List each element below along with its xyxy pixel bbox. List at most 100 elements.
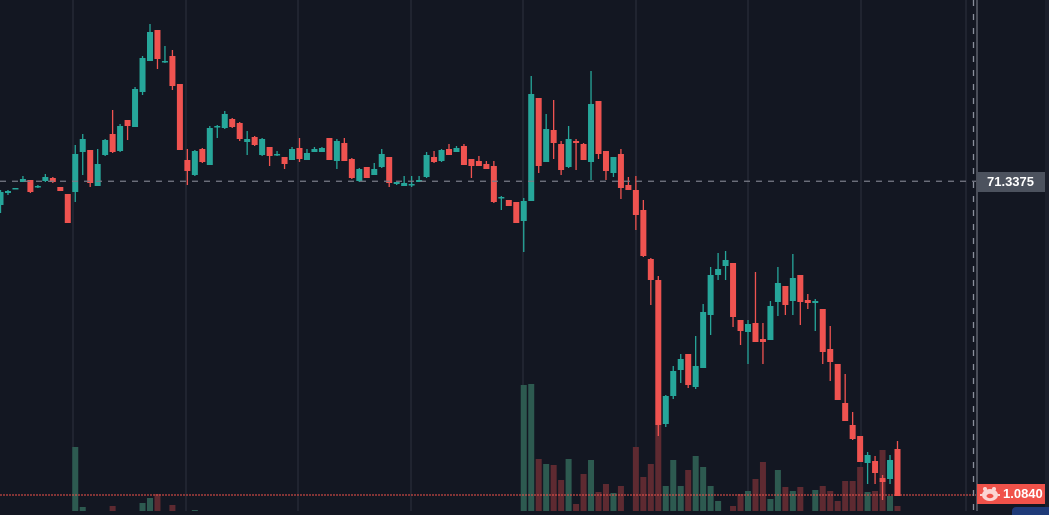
candle[interactable] bbox=[154, 30, 161, 69]
candle[interactable] bbox=[236, 122, 243, 141]
candle[interactable] bbox=[602, 151, 609, 180]
candle[interactable] bbox=[864, 452, 871, 484]
candle[interactable] bbox=[57, 187, 64, 191]
candle[interactable] bbox=[730, 263, 737, 327]
candle[interactable] bbox=[206, 126, 213, 165]
candle[interactable] bbox=[700, 304, 707, 368]
candle[interactable] bbox=[117, 124, 124, 152]
candle[interactable] bbox=[842, 374, 849, 421]
candle[interactable] bbox=[356, 168, 363, 182]
candle[interactable] bbox=[685, 354, 692, 388]
candle[interactable] bbox=[244, 131, 251, 155]
candle[interactable] bbox=[401, 176, 408, 186]
candle[interactable] bbox=[281, 157, 288, 169]
candle[interactable] bbox=[191, 150, 198, 176]
candle[interactable] bbox=[27, 180, 34, 193]
candle[interactable] bbox=[386, 157, 393, 187]
candle[interactable] bbox=[812, 299, 819, 331]
candle[interactable] bbox=[543, 114, 550, 162]
candle[interactable] bbox=[715, 253, 722, 280]
candle[interactable] bbox=[662, 395, 669, 427]
candle[interactable] bbox=[161, 46, 168, 63]
candle[interactable] bbox=[737, 320, 744, 345]
candle[interactable] bbox=[834, 364, 841, 400]
candle[interactable] bbox=[490, 161, 497, 203]
candle[interactable] bbox=[378, 149, 385, 168]
candle[interactable] bbox=[588, 71, 595, 180]
candle[interactable] bbox=[789, 254, 796, 315]
candle[interactable] bbox=[0, 190, 4, 213]
candle[interactable] bbox=[528, 76, 535, 201]
candle[interactable] bbox=[498, 196, 505, 210]
candle[interactable] bbox=[184, 149, 191, 185]
candle[interactable] bbox=[573, 139, 580, 170]
candle[interactable] bbox=[625, 177, 632, 190]
candle[interactable] bbox=[318, 147, 325, 152]
candle[interactable] bbox=[767, 301, 774, 340]
candle[interactable] bbox=[438, 149, 445, 162]
candle[interactable] bbox=[199, 148, 206, 163]
candle[interactable] bbox=[745, 320, 751, 364]
candle[interactable] bbox=[677, 354, 684, 383]
candle[interactable] bbox=[132, 87, 139, 127]
candle[interactable] bbox=[804, 294, 811, 309]
candle[interactable] bbox=[827, 326, 834, 381]
candle[interactable] bbox=[550, 100, 557, 159]
candle[interactable] bbox=[453, 146, 460, 152]
candle[interactable] bbox=[460, 144, 467, 165]
candle[interactable] bbox=[12, 188, 19, 190]
candle[interactable] bbox=[363, 167, 370, 178]
candle[interactable] bbox=[617, 149, 624, 199]
candle[interactable] bbox=[169, 50, 176, 90]
candle[interactable] bbox=[416, 176, 423, 182]
candle[interactable] bbox=[274, 151, 281, 156]
candle[interactable] bbox=[326, 138, 333, 160]
candle[interactable] bbox=[259, 138, 266, 156]
candle[interactable] bbox=[849, 412, 856, 440]
candle[interactable] bbox=[595, 101, 602, 159]
candle[interactable] bbox=[333, 139, 340, 169]
candle[interactable] bbox=[797, 275, 804, 325]
candle[interactable] bbox=[64, 194, 71, 223]
candle[interactable] bbox=[752, 272, 759, 342]
candle[interactable] bbox=[819, 309, 826, 364]
candle[interactable] bbox=[610, 157, 617, 177]
candle[interactable] bbox=[371, 163, 378, 175]
candle[interactable] bbox=[759, 323, 766, 364]
candle[interactable] bbox=[774, 267, 781, 316]
candle[interactable] bbox=[87, 150, 94, 187]
candle[interactable] bbox=[221, 111, 228, 129]
candle[interactable] bbox=[505, 200, 512, 206]
candle[interactable] bbox=[446, 144, 452, 155]
candle[interactable] bbox=[483, 161, 490, 169]
candle[interactable] bbox=[214, 125, 221, 138]
candle[interactable] bbox=[535, 98, 542, 173]
candle[interactable] bbox=[147, 24, 153, 61]
candle[interactable] bbox=[722, 251, 729, 280]
candle[interactable] bbox=[72, 145, 79, 202]
scroll-to-realtime-button[interactable] bbox=[1012, 507, 1049, 515]
candle[interactable] bbox=[303, 149, 310, 160]
candle[interactable] bbox=[692, 336, 699, 389]
candle[interactable] bbox=[94, 149, 101, 186]
candle[interactable] bbox=[640, 200, 647, 257]
candle[interactable] bbox=[475, 156, 482, 166]
candle[interactable] bbox=[513, 202, 520, 223]
candle[interactable] bbox=[19, 176, 26, 182]
candle[interactable] bbox=[468, 159, 475, 178]
candle[interactable] bbox=[879, 475, 886, 500]
candle[interactable] bbox=[558, 141, 565, 175]
candle[interactable] bbox=[565, 126, 572, 168]
candle[interactable] bbox=[289, 147, 296, 160]
candle[interactable] bbox=[707, 267, 714, 335]
candle[interactable] bbox=[102, 139, 109, 156]
candle[interactable] bbox=[176, 84, 183, 150]
candle[interactable] bbox=[4, 190, 11, 195]
candle[interactable] bbox=[894, 441, 901, 496]
candle[interactable] bbox=[42, 174, 49, 182]
candle[interactable] bbox=[79, 134, 86, 175]
candle[interactable] bbox=[655, 276, 662, 436]
price-axis[interactable] bbox=[978, 0, 1049, 511]
candle[interactable] bbox=[296, 138, 303, 162]
